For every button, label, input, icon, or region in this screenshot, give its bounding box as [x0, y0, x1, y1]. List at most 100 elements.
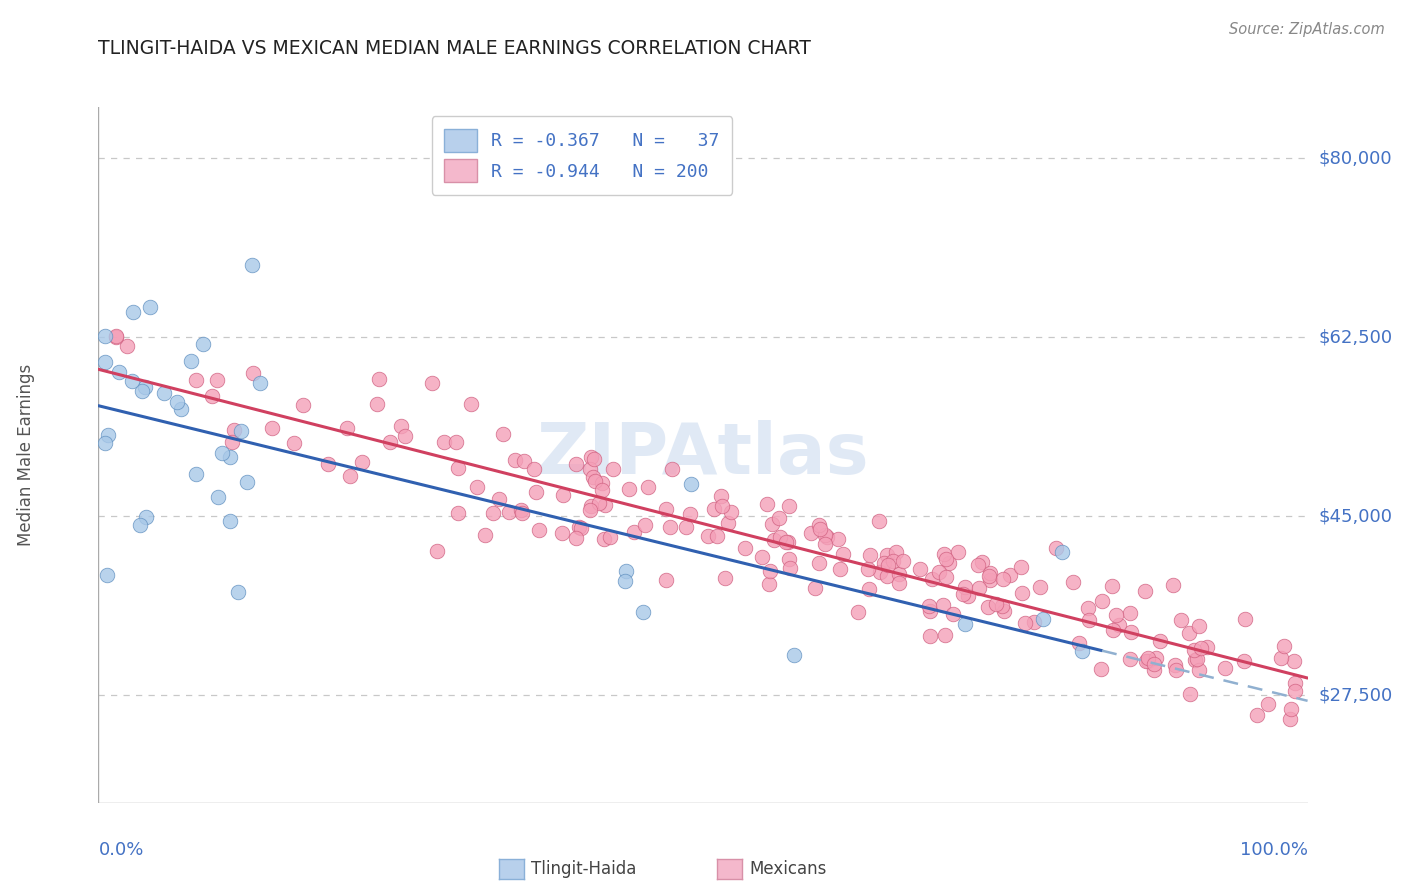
Point [778, 534, 800, 549]
Point [1272, 639, 1295, 653]
Point [591, 475, 613, 490]
Point [134, 379, 156, 393]
Point [637, 480, 659, 494]
Point [444, 435, 467, 450]
Point [979, 573, 1001, 587]
Point [581, 499, 603, 513]
Point [207, 490, 229, 504]
Point [524, 485, 547, 500]
Point [180, 354, 202, 368]
Point [378, 434, 401, 449]
Point [991, 599, 1014, 614]
Point [614, 564, 637, 578]
Point [551, 525, 574, 540]
Point [184, 373, 207, 387]
Text: $62,500: $62,500 [1319, 328, 1393, 346]
Point [815, 530, 838, 544]
Point [1135, 654, 1157, 668]
Point [1108, 618, 1130, 632]
Point [1136, 654, 1159, 668]
Point [1090, 661, 1112, 675]
Point [807, 557, 830, 571]
Point [447, 460, 470, 475]
Point [218, 450, 240, 465]
Point [224, 423, 246, 437]
Point [96, 568, 118, 582]
Point [814, 528, 837, 542]
Point [488, 491, 510, 506]
Point [583, 452, 606, 467]
Point [583, 475, 606, 489]
Point [1188, 664, 1211, 678]
Point [1121, 625, 1143, 640]
Legend: R = -0.367   N =   37, R = -0.944   N = 200: R = -0.367 N = 37, R = -0.944 N = 200 [432, 116, 733, 195]
Point [859, 548, 882, 562]
Point [139, 300, 162, 314]
Point [569, 521, 592, 535]
Point [921, 572, 943, 586]
Text: Median Male Earnings: Median Male Earnings [17, 364, 35, 546]
Point [661, 462, 683, 476]
Point [599, 530, 621, 544]
Point [1032, 611, 1054, 625]
Point [882, 554, 904, 568]
Point [769, 530, 792, 544]
Point [579, 462, 602, 476]
Point [654, 502, 676, 516]
Point [498, 505, 520, 519]
Text: Mexicans: Mexicans [749, 860, 827, 878]
Point [1102, 624, 1125, 638]
Point [394, 429, 416, 443]
Point [568, 519, 591, 533]
Point [1101, 579, 1123, 593]
Point [972, 555, 994, 569]
Point [953, 617, 976, 632]
Text: $80,000: $80,000 [1319, 149, 1392, 167]
Point [249, 376, 271, 390]
Point [783, 648, 806, 662]
Point [602, 462, 624, 476]
Point [1233, 654, 1256, 668]
Point [1213, 661, 1236, 675]
Point [211, 446, 233, 460]
Point [107, 365, 129, 379]
Point [565, 457, 588, 471]
Point [339, 468, 361, 483]
Point [830, 562, 852, 576]
Point [1105, 608, 1128, 623]
Point [1052, 545, 1074, 559]
Point [460, 397, 482, 411]
Point [1143, 663, 1166, 677]
Point [1178, 687, 1201, 701]
Text: $27,500: $27,500 [1319, 686, 1393, 705]
Point [229, 424, 252, 438]
Point [1090, 593, 1112, 607]
Point [1270, 650, 1292, 665]
Point [184, 467, 207, 481]
Point [1282, 654, 1305, 668]
Point [1144, 651, 1167, 665]
Point [751, 549, 773, 564]
Point [948, 545, 970, 559]
Point [1078, 613, 1101, 627]
Point [201, 389, 224, 403]
Point [1161, 578, 1184, 592]
Point [1133, 584, 1156, 599]
Point [1069, 636, 1091, 650]
Point [205, 373, 228, 387]
Point [588, 496, 610, 510]
Point [593, 533, 616, 547]
Point [918, 629, 941, 643]
Point [659, 520, 682, 534]
Point [977, 569, 1000, 583]
Point [1149, 633, 1171, 648]
Point [887, 576, 910, 591]
Point [389, 418, 412, 433]
Point [135, 510, 157, 524]
Point [710, 489, 733, 503]
Point [1022, 615, 1045, 629]
Point [984, 597, 1007, 611]
Text: $45,000: $45,000 [1319, 508, 1393, 525]
Point [283, 436, 305, 450]
Point [873, 557, 896, 571]
